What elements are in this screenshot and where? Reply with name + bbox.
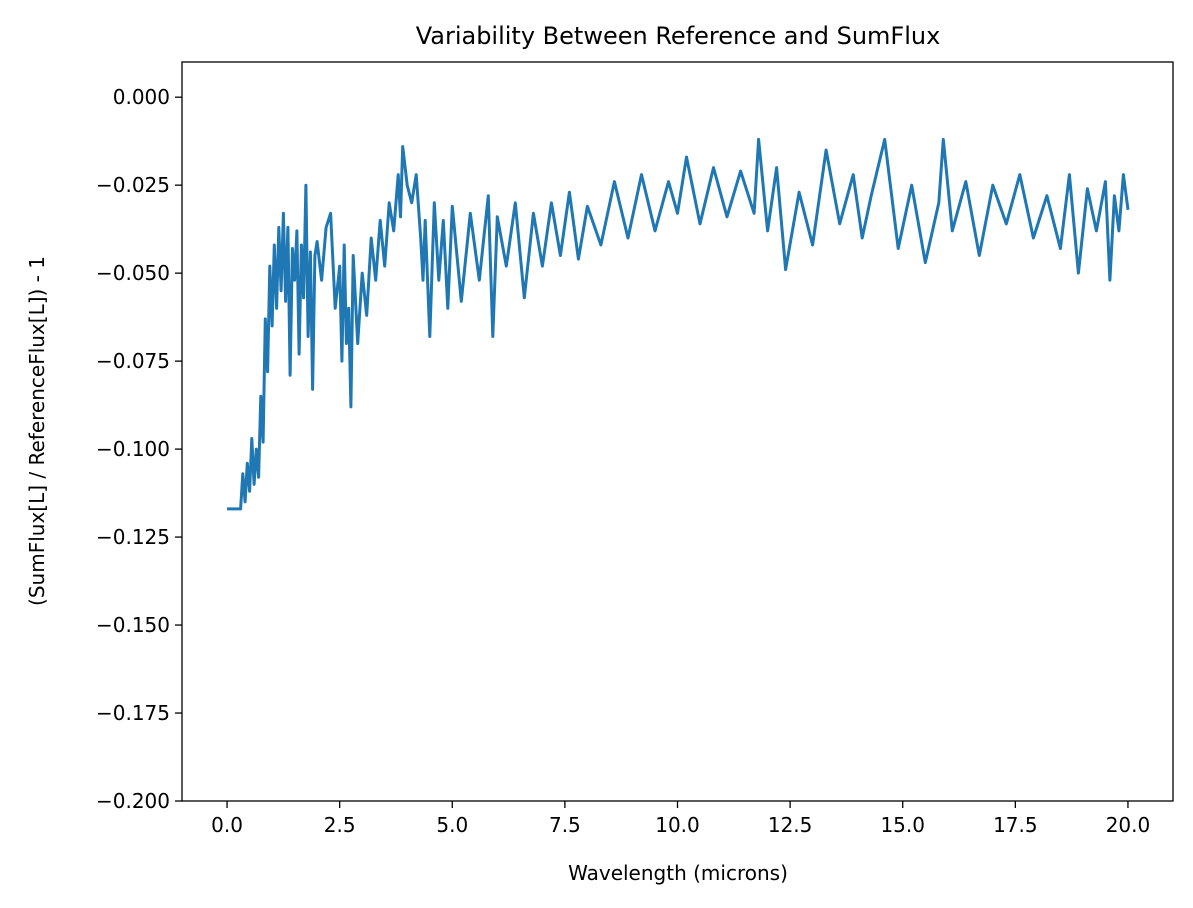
x-tick-label: 15.0 bbox=[880, 813, 925, 837]
y-tick-label: −0.100 bbox=[96, 437, 170, 461]
series-line-0 bbox=[227, 137, 1130, 511]
y-tick-label: −0.125 bbox=[96, 525, 170, 549]
x-tick-label: 0.0 bbox=[211, 813, 243, 837]
y-tick-label: −0.050 bbox=[96, 261, 170, 285]
y-tick-label: 0.000 bbox=[113, 85, 170, 109]
x-axis-label: Wavelength (microns) bbox=[568, 861, 788, 885]
plot-frame bbox=[181, 61, 1174, 802]
y-tick-label: −0.200 bbox=[96, 789, 170, 813]
x-tick-label: 12.5 bbox=[768, 813, 813, 837]
x-tick-label: 5.0 bbox=[436, 813, 468, 837]
y-axis-ticks: 0.000 −0.025 −0.050 −0.075 −0.100 −0.125 −0.15… bbox=[96, 85, 182, 813]
x-axis-ticks: 0.0 2.5 5.0 7.5 10.0 12.5 15.0 17.5 20.0 bbox=[211, 801, 1150, 837]
y-axis-label: (SumFlux[L] / ReferenceFlux[L]) - 1 bbox=[25, 256, 49, 606]
plot-series-group bbox=[227, 137, 1130, 511]
y-tick-label: −0.075 bbox=[96, 349, 170, 373]
y-tick-label: −0.150 bbox=[96, 613, 170, 637]
y-tick-label: −0.175 bbox=[96, 701, 170, 725]
x-tick-label: 2.5 bbox=[324, 813, 356, 837]
x-tick-label: 17.5 bbox=[993, 813, 1038, 837]
x-tick-label: 7.5 bbox=[549, 813, 581, 837]
chart-title: Variability Between Reference and SumFlu… bbox=[416, 22, 941, 50]
x-tick-label: 10.0 bbox=[655, 813, 700, 837]
y-tick-label: −0.025 bbox=[96, 173, 170, 197]
x-tick-label: 20.0 bbox=[1106, 813, 1151, 837]
